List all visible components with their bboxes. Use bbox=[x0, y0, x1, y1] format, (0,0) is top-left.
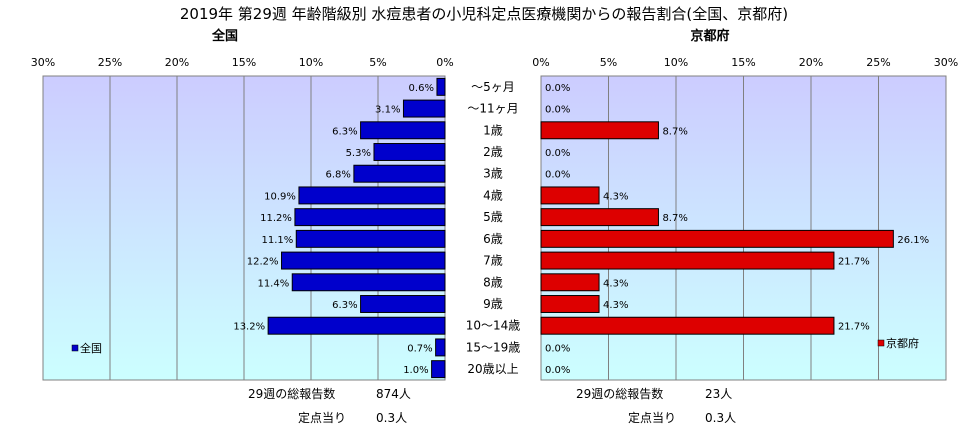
kyoto-bar bbox=[540, 316, 835, 335]
kyoto-bar bbox=[540, 229, 894, 248]
kyoto-data-label: 0.0% bbox=[545, 105, 570, 116]
age-category-label: 1歳 bbox=[483, 123, 503, 137]
kyoto-legend-swatch bbox=[877, 339, 885, 347]
age-category-label: 4歳 bbox=[483, 188, 503, 202]
kyoto-data-label: 21.7% bbox=[838, 322, 870, 333]
age-category-label: 8歳 bbox=[483, 275, 503, 289]
national-bar bbox=[436, 77, 446, 96]
national-bar bbox=[360, 295, 446, 313]
national-tick-label: 25% bbox=[98, 56, 122, 69]
kyoto-per-label: 定点当り bbox=[628, 410, 676, 425]
national-data-label: 6.3% bbox=[332, 126, 357, 137]
chart-title: 2019年 第29週 年齢階級別 水痘患者の小児科定点医療機関からの報告割合(全… bbox=[180, 5, 788, 23]
national-per-value: 0.3人 bbox=[376, 411, 407, 425]
national-bar bbox=[402, 99, 446, 118]
kyoto-data-label: 21.7% bbox=[838, 257, 870, 268]
national-data-label: 3.1% bbox=[375, 105, 400, 116]
national-bar bbox=[431, 360, 446, 379]
kyoto-data-label: 0.0% bbox=[545, 343, 570, 354]
national-bar bbox=[281, 251, 446, 270]
kyoto-total-value: 23人 bbox=[705, 387, 732, 401]
national-data-label: 11.4% bbox=[257, 278, 289, 289]
national-data-label: 11.1% bbox=[261, 235, 293, 246]
age-category-label: 10〜14歳 bbox=[466, 319, 521, 333]
age-category-label: 6歳 bbox=[483, 232, 503, 246]
age-category-label: 〜11ヶ月 bbox=[467, 102, 518, 116]
national-data-label: 13.2% bbox=[233, 322, 265, 333]
national-data-label: 6.8% bbox=[325, 170, 350, 181]
kyoto-data-label: 0.0% bbox=[545, 365, 570, 376]
age-category-label: 7歳 bbox=[483, 254, 503, 268]
kyoto-bars: 0.0% 0.0% 8.7% 0.0% 0.0% 4.3% 8.7% 26.1% 21.7% 4.… bbox=[540, 83, 929, 376]
kyoto-panel-title: 京都府 bbox=[690, 28, 729, 44]
kyoto-bar bbox=[540, 208, 659, 227]
national-bar bbox=[294, 208, 446, 227]
national-bar bbox=[295, 229, 446, 248]
age-category-label: 2歳 bbox=[483, 145, 503, 159]
national-tick-label: 20% bbox=[165, 56, 189, 69]
kyoto-tick-label: 0% bbox=[532, 56, 549, 69]
kyoto-axis-ticks: 0% 5% 10% 15% 20% 25% 30% bbox=[532, 56, 958, 69]
national-data-label: 1.0% bbox=[403, 365, 428, 376]
kyoto-per-value: 0.3人 bbox=[705, 411, 736, 425]
kyoto-bar bbox=[540, 273, 600, 292]
national-per-label: 定点当り bbox=[298, 410, 346, 425]
kyoto-tick-label: 10% bbox=[664, 56, 688, 69]
national-data-label: 0.6% bbox=[409, 83, 434, 94]
national-data-label: 12.2% bbox=[247, 257, 279, 268]
kyoto-bar bbox=[540, 295, 600, 313]
kyoto-tick-label: 30% bbox=[934, 56, 958, 69]
kyoto-data-label: 26.1% bbox=[897, 235, 929, 246]
national-bar bbox=[267, 316, 446, 335]
national-data-label: 6.3% bbox=[332, 300, 357, 311]
national-tick-label: 30% bbox=[31, 56, 55, 69]
age-category-label: 15〜19歳 bbox=[466, 340, 521, 354]
national-tick-label: 5% bbox=[369, 56, 386, 69]
age-category-label: 5歳 bbox=[483, 210, 503, 224]
national-bar bbox=[298, 186, 446, 205]
kyoto-data-label: 4.3% bbox=[603, 191, 628, 202]
kyoto-data-label: 8.7% bbox=[662, 126, 687, 137]
national-legend-swatch bbox=[71, 344, 79, 352]
national-data-label: 0.7% bbox=[407, 343, 432, 354]
national-bar bbox=[353, 164, 446, 183]
age-category-label: 〜5ヶ月 bbox=[471, 80, 515, 94]
national-total-value: 874人 bbox=[376, 387, 411, 401]
kyoto-data-label: 0.0% bbox=[545, 170, 570, 181]
national-bar bbox=[291, 273, 446, 292]
kyoto-tick-label: 5% bbox=[600, 56, 617, 69]
age-category-label: 3歳 bbox=[483, 167, 503, 181]
kyoto-bar bbox=[540, 121, 659, 140]
age-category-label: 20歳以上 bbox=[467, 362, 518, 376]
national-tick-label: 0% bbox=[436, 56, 453, 69]
national-bar bbox=[360, 121, 446, 140]
national-data-label: 10.9% bbox=[264, 191, 296, 202]
national-total-label: 29週の総報告数 bbox=[248, 386, 335, 401]
national-legend-label: 全国 bbox=[80, 341, 102, 355]
national-bars: 0.6% 3.1% 6.3% 5.3% 6.8% 10.9% 11.2% 11.1% 12.2%… bbox=[233, 77, 446, 379]
national-bar bbox=[373, 143, 446, 161]
national-panel-title: 全国 bbox=[211, 28, 238, 44]
kyoto-bar bbox=[540, 251, 835, 270]
kyoto-data-label: 4.3% bbox=[603, 278, 628, 289]
kyoto-data-label: 0.0% bbox=[545, 83, 570, 94]
national-tick-label: 10% bbox=[299, 56, 323, 69]
kyoto-bar bbox=[540, 186, 600, 205]
kyoto-data-label: 0.0% bbox=[545, 148, 570, 159]
kyoto-data-label: 4.3% bbox=[603, 300, 628, 311]
national-bar bbox=[435, 338, 446, 357]
kyoto-tick-label: 25% bbox=[866, 56, 890, 69]
kyoto-legend-label: 京都府 bbox=[886, 336, 919, 350]
national-data-label: 5.3% bbox=[346, 148, 371, 159]
age-category-label: 9歳 bbox=[483, 297, 503, 311]
kyoto-tick-label: 20% bbox=[799, 56, 823, 69]
national-axis-ticks: 0% 5% 10% 15% 20% 25% 30% bbox=[31, 56, 454, 69]
age-category-labels: 〜5ヶ月〜11ヶ月 1歳 2歳 3歳 4歳 5歳 6歳 7歳 8歳 9歳 10〜14歳 15〜19歳 2… bbox=[466, 80, 521, 376]
national-tick-label: 15% bbox=[232, 56, 256, 69]
kyoto-total-label: 29週の総報告数 bbox=[576, 386, 663, 401]
kyoto-data-label: 8.7% bbox=[662, 213, 687, 224]
kyoto-tick-label: 15% bbox=[731, 56, 755, 69]
national-data-label: 11.2% bbox=[260, 213, 292, 224]
